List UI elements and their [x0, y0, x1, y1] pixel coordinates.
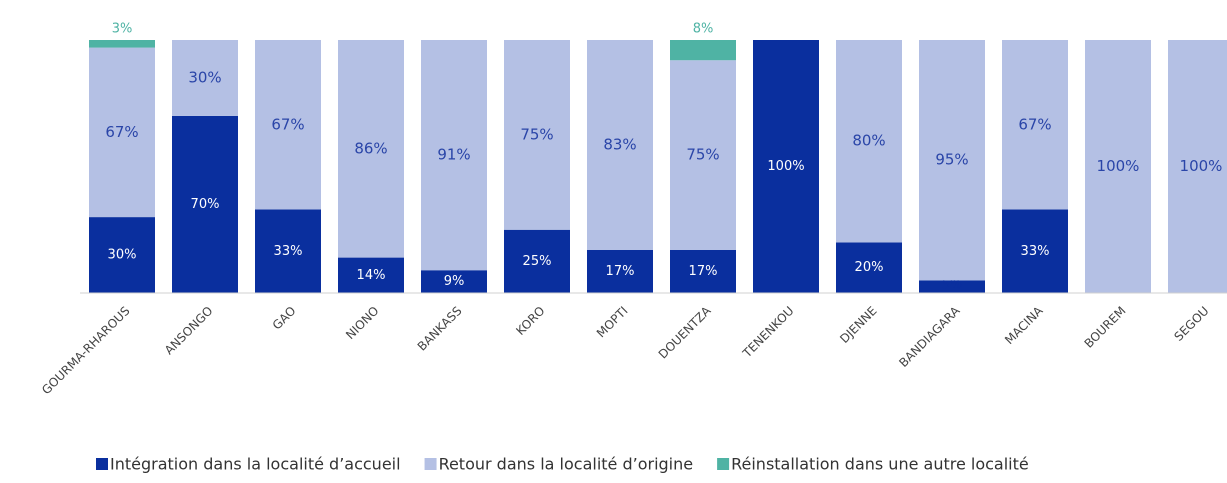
bar-segment: [753, 40, 819, 293]
x-tick-label: TENENKOU: [739, 304, 796, 361]
value-label: 17%: [689, 264, 718, 279]
bar-segment: [587, 249, 653, 293]
bar-segment: [255, 209, 321, 293]
bar-segment: [1085, 40, 1151, 293]
value-label: 70%: [191, 197, 220, 212]
bar-segment: [1002, 209, 1068, 293]
x-tick-label: MACINA: [1002, 303, 1046, 347]
value-label: 83%: [603, 135, 636, 153]
bar-segment: [836, 40, 902, 243]
bar-segment: [1168, 40, 1227, 293]
value-label: 86%: [354, 139, 387, 157]
bar-segment: [421, 270, 487, 293]
legend-label: Retour dans la localité d’origine: [439, 455, 694, 474]
value-label: 95%: [935, 151, 968, 169]
x-tick-label: DOUENTZA: [656, 303, 714, 361]
bar-segment: [504, 229, 570, 293]
bar-segment: [89, 47, 155, 218]
bar-segment: [338, 40, 404, 258]
value-label: 9%: [444, 274, 465, 289]
bar-segment: [670, 60, 736, 250]
x-tick-label: NIONO: [343, 304, 381, 342]
value-label: 25%: [523, 254, 552, 269]
value-label: 20%: [855, 260, 884, 275]
x-tick-label: SEGOU: [1171, 304, 1211, 344]
value-label: 33%: [274, 244, 303, 259]
bar-segment: [504, 40, 570, 230]
x-tick-label: BANDIAGARA: [896, 303, 963, 370]
x-tick-label: ANSONGO: [162, 304, 216, 358]
value-label: 100%: [1180, 157, 1223, 175]
legend-swatch: [424, 458, 437, 470]
bar-segment: [919, 280, 985, 293]
legend-swatch: [96, 458, 108, 470]
bar-segment: [587, 40, 653, 250]
legend-swatch: [717, 458, 730, 470]
legend-label: Intégration dans la localité d’accueil: [110, 455, 401, 474]
x-tick-label: BANKASS: [415, 304, 465, 354]
value-label: 33%: [1021, 244, 1050, 259]
value-label: 14%: [357, 268, 386, 283]
bar-segment: [255, 40, 321, 210]
x-tick-label: KORO: [513, 304, 547, 338]
x-tick-label: MOPTI: [594, 304, 631, 341]
bar-segment: [670, 40, 736, 61]
value-label: 30%: [108, 248, 137, 263]
value-label: 100%: [767, 159, 804, 174]
value-label: 75%: [686, 146, 719, 164]
value-label: 67%: [105, 123, 138, 141]
bar-segment: [338, 257, 404, 293]
bar-segment: [172, 40, 238, 116]
x-tick-label: GOURMA-RHAROUS: [39, 304, 133, 398]
x-tick-label: DJENNE: [837, 304, 879, 346]
x-tick-label: BOUREM: [1082, 304, 1129, 351]
x-tick-label: GAO: [270, 304, 299, 333]
bar-segment: [421, 40, 487, 271]
value-label: 5%: [942, 278, 963, 293]
value-label: 91%: [437, 146, 470, 164]
bar-segment: [670, 249, 736, 293]
value-label: 30%: [188, 68, 221, 86]
bar-segment: [89, 217, 155, 293]
value-label: 8%: [693, 22, 714, 37]
bar-segment: [919, 40, 985, 281]
value-label: 17%: [606, 264, 635, 279]
legend-label: Réinstallation dans une autre localité: [731, 455, 1029, 474]
value-label: 3%: [112, 22, 133, 37]
bar-segment: [1002, 40, 1068, 210]
value-label: 75%: [520, 125, 553, 143]
value-label: 67%: [1018, 115, 1051, 133]
value-label: 67%: [271, 115, 304, 133]
value-label: 100%: [1097, 157, 1140, 175]
value-label: 80%: [852, 132, 885, 150]
bar-segment: [836, 242, 902, 293]
bar-segment: [89, 40, 155, 48]
bar-segment: [172, 115, 238, 294]
